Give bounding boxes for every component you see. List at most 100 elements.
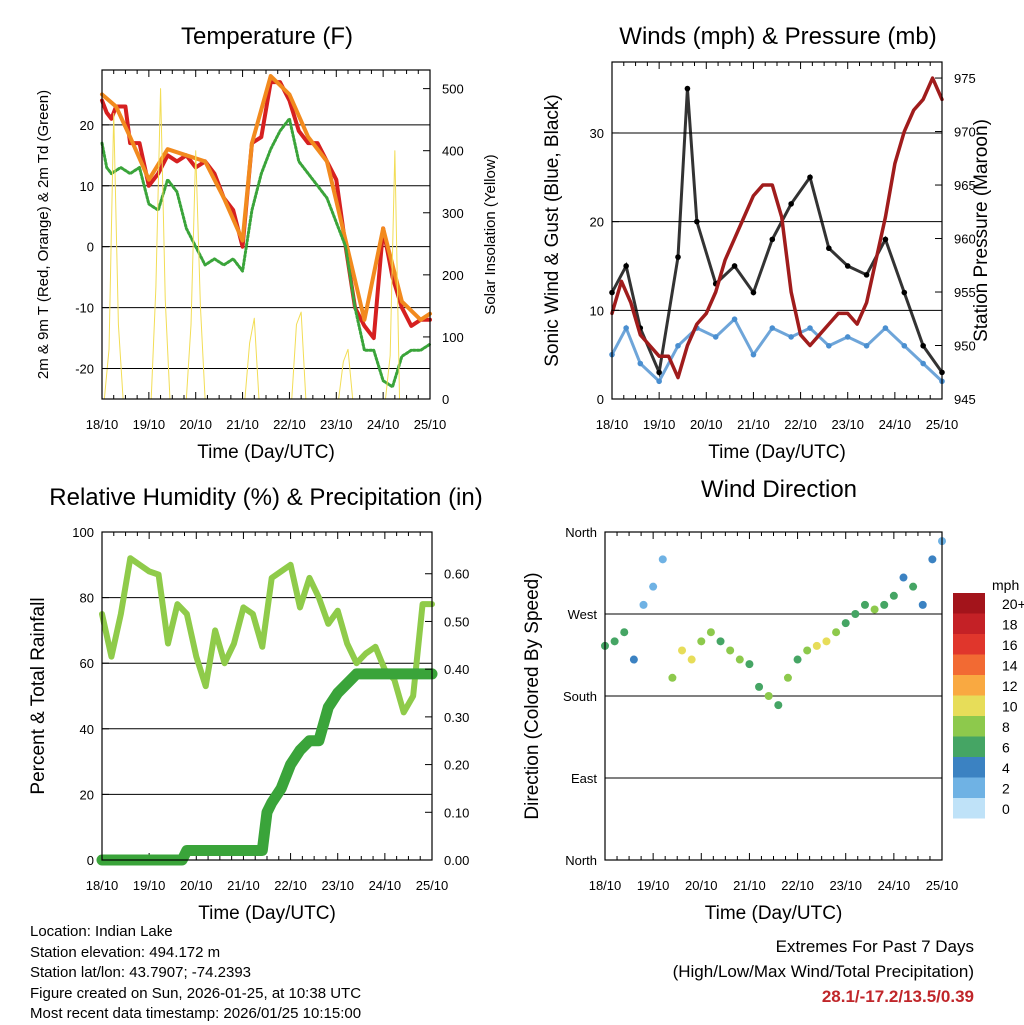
station-location: Location: Indian Lake xyxy=(30,923,173,940)
chart-title: Winds (mph) & Pressure (mb) xyxy=(619,23,936,50)
data-point xyxy=(735,655,744,664)
x-tick-label: 19/10 xyxy=(133,417,166,432)
data-point xyxy=(639,600,648,609)
legend-label: 8 xyxy=(1002,719,1010,735)
chart-panel-2: Winds (mph) & Pressure (mb) 30 20 10 0 975 970… xyxy=(542,23,992,463)
y2-tick-label: 0.50 xyxy=(444,614,469,629)
x-tick-label: 19/10 xyxy=(643,417,676,432)
chart-title: Temperature (F) xyxy=(181,23,353,50)
legend-swatch xyxy=(953,757,985,778)
data-point xyxy=(812,641,821,650)
data-point xyxy=(909,582,918,591)
data-point xyxy=(687,655,696,664)
y2-tick-label: 500 xyxy=(442,82,464,97)
y2-tick-label: 400 xyxy=(442,144,464,159)
series-line xyxy=(610,316,944,384)
y-tick-label: -10 xyxy=(75,301,94,316)
y-axis-label: Direction (Colored By Speed) xyxy=(522,572,543,819)
y2-tick-label: 0.30 xyxy=(444,710,469,725)
legend-label: 10 xyxy=(1002,699,1018,715)
data-point xyxy=(918,600,927,609)
x-tick-label: 18/10 xyxy=(589,878,622,893)
legend-label: 16 xyxy=(1002,637,1018,653)
x-tick-label: 20/10 xyxy=(179,417,212,432)
chart-panel-1: Temperature (F)20100-10-2050040030020010… xyxy=(35,23,499,463)
chart-panel-3: Relative Humidity (%) & Precipitation (i… xyxy=(28,484,483,924)
x-tick-label: 25/10 xyxy=(416,878,449,893)
y2-tick-label: 0 xyxy=(442,392,449,407)
y2-tick-label: 0.00 xyxy=(444,853,469,868)
y2-tick-label: 970 xyxy=(954,125,976,140)
y-tick-label: 20 xyxy=(80,118,94,133)
y2-tick-label: 950 xyxy=(954,339,976,354)
y2-tick-label: 100 xyxy=(442,330,464,345)
x-axis-label: Time (Day/UTC) xyxy=(705,903,843,924)
plot-frame xyxy=(101,531,433,861)
data-point xyxy=(860,600,869,609)
series-line xyxy=(610,88,944,378)
x-tick-label: 18/10 xyxy=(596,417,629,432)
y-tick-label: 40 xyxy=(80,722,94,737)
y-tick-label: 10 xyxy=(590,303,604,318)
series-line xyxy=(100,80,432,341)
y2-tick-label: 200 xyxy=(442,268,464,283)
x-tick-label: 24/10 xyxy=(369,878,402,893)
y-tick-label: -20 xyxy=(75,362,94,377)
x-tick-label: 23/10 xyxy=(829,878,862,893)
data-point xyxy=(610,637,619,646)
legend-label: 14 xyxy=(1002,658,1018,674)
x-tick-label: 24/10 xyxy=(878,878,911,893)
y2-tick-label: 300 xyxy=(442,206,464,221)
legend-label: 4 xyxy=(1002,760,1010,776)
legend-swatch xyxy=(953,675,985,696)
y-tick-label: 20 xyxy=(590,215,604,230)
data-point xyxy=(706,628,715,637)
data-point xyxy=(899,573,908,582)
x-tick-label: 21/10 xyxy=(737,417,770,432)
data-point xyxy=(832,628,841,637)
x-tick-label: 23/10 xyxy=(320,417,353,432)
data-point xyxy=(774,701,783,710)
y-tick-label: 10 xyxy=(80,179,94,194)
series-line xyxy=(100,117,432,389)
speed-legend: mph 20+ 18 16 14 12 10 8 6 4 2 0 xyxy=(953,577,1024,819)
data-point xyxy=(697,637,706,646)
data-point xyxy=(783,673,792,682)
y2-axis-label: Solar Insolation (Yellow) xyxy=(482,154,499,314)
data-point xyxy=(678,646,687,655)
data-point xyxy=(822,637,831,646)
legend-label: 12 xyxy=(1002,678,1018,694)
legend-swatch xyxy=(953,736,985,757)
chart-title: Wind Direction xyxy=(701,476,857,503)
x-axis-label: Time (Day/UTC) xyxy=(198,903,336,924)
x-tick-label: 24/10 xyxy=(367,417,400,432)
series-line xyxy=(103,88,401,400)
extremes-subheading: (High/Low/Max Wind/Total Precipitation) xyxy=(672,962,974,981)
data-point xyxy=(755,682,764,691)
series-line xyxy=(96,668,438,866)
chart-panel-4: Wind Direction North West South East North 18/… xyxy=(522,476,1024,924)
y2-tick-label: 0.60 xyxy=(444,567,469,582)
data-point xyxy=(889,591,898,600)
data-point xyxy=(668,673,677,682)
data-timestamp: Most recent data timestamp: 2026/01/25 1… xyxy=(30,1005,362,1022)
x-tick-label: 18/10 xyxy=(86,417,119,432)
y-tick-label: East xyxy=(571,771,597,786)
y-tick-label: North xyxy=(565,853,597,868)
legend-label: 6 xyxy=(1002,740,1010,756)
data-point xyxy=(880,600,889,609)
data-point xyxy=(620,628,629,637)
data-point xyxy=(629,655,638,664)
y-axis-label: Sonic Wind & Gust (Blue, Black) xyxy=(542,94,563,366)
y-tick-label: 80 xyxy=(80,591,94,606)
y-tick-label: 20 xyxy=(80,787,94,802)
y-axis-label: 2m & 9m T (Red, Orange) & 2m Td (Green) xyxy=(35,90,52,379)
legend-label: 20+ xyxy=(1002,596,1024,612)
x-tick-label: 25/10 xyxy=(926,417,959,432)
station-info: Location: Indian Lake Station elevation:… xyxy=(30,922,361,1025)
y-tick-label: 0 xyxy=(597,392,604,407)
x-tick-label: 22/10 xyxy=(784,417,817,432)
legend-swatch xyxy=(953,695,985,716)
legend-label: 0 xyxy=(1002,801,1010,817)
